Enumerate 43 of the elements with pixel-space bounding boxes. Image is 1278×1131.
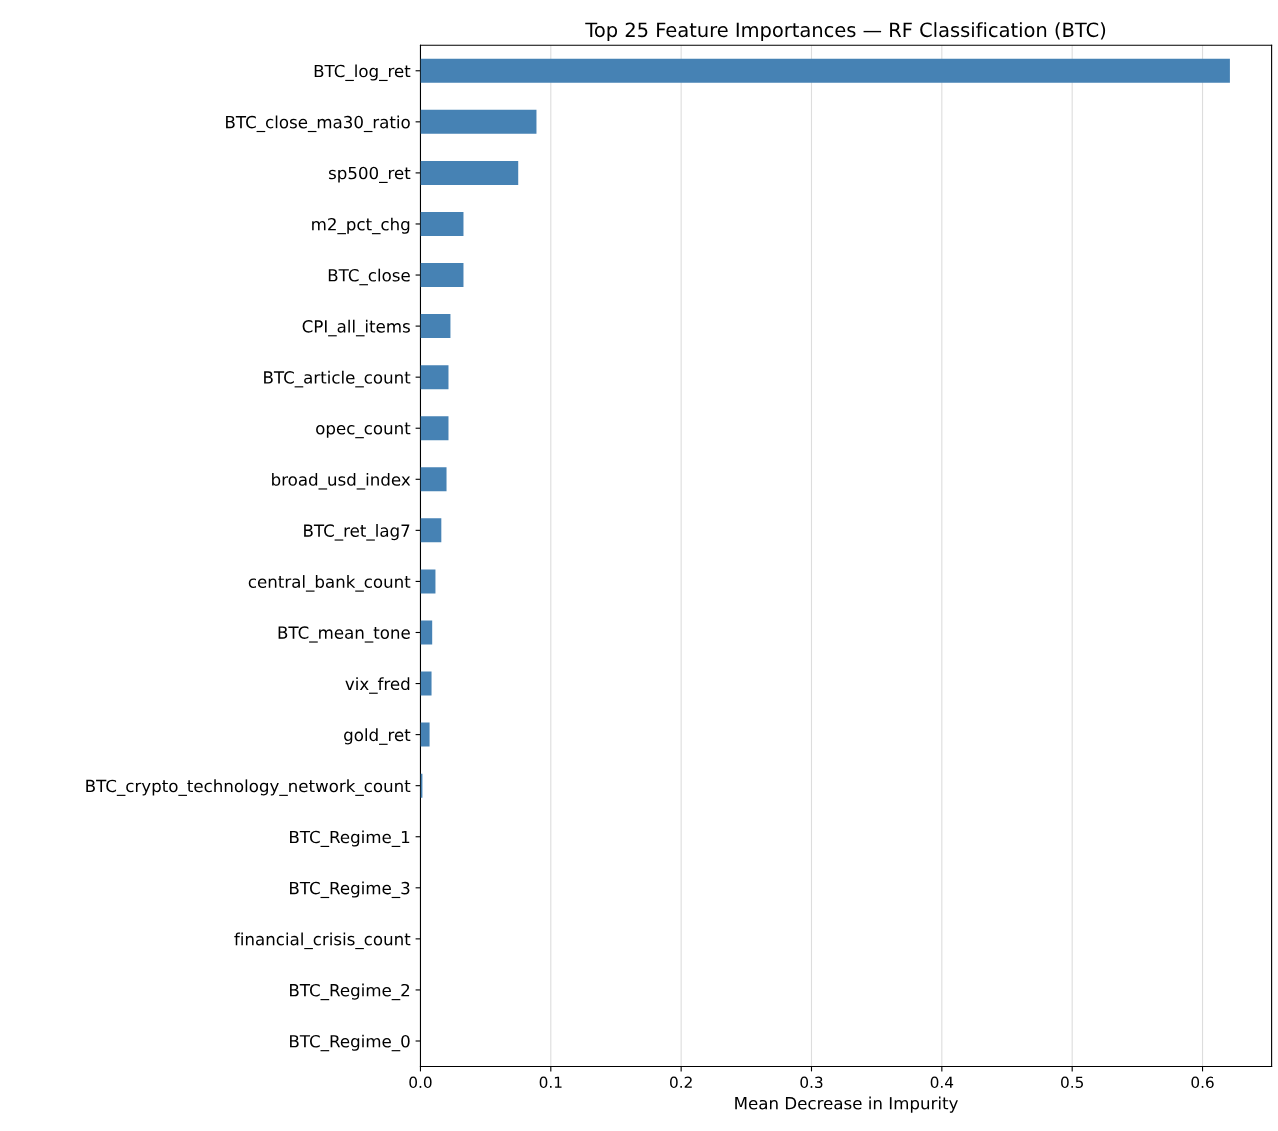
bar [420,467,447,492]
bar [420,416,449,441]
bar [420,263,464,288]
y-tick-label: broad_usd_index [272,472,411,490]
bar [420,160,519,185]
y-tick-label: central_bank_count [248,575,411,592]
y-tick-label: BTC_Regime_2 [290,983,410,1001]
y-tick-label: BTC_crypto_technology_network_count [86,779,411,796]
bar [420,365,449,390]
y-tick-label: BTC_mean_tone [278,626,410,643]
x-axis-title: Mean Decrease in Impurity [735,1096,958,1113]
bar [420,671,432,696]
x-tick-label: 0.6 [1191,1076,1214,1089]
bar [420,211,464,236]
y-tick-label: BTC_Regime_3 [290,881,410,899]
bar [420,620,433,645]
x-tick-label: 0.2 [670,1076,692,1089]
x-tick-label: 0.3 [800,1076,823,1089]
y-tick-label: BTC_log_ret [314,64,411,82]
chart-title: Top 25 Feature Importances — RF Classification (BTC) [585,22,1106,41]
y-tick-label: CPI_all_items [302,319,410,337]
x-tick-label: 0.1 [539,1076,562,1089]
y-tick-label: BTC_ret_lag7 [304,524,410,541]
y-tick-label: BTC_Regime_1 [290,830,410,847]
y-tick-label: gold_ret [344,728,411,745]
bar [420,722,430,747]
bar [420,314,451,339]
y-tick-label: sp500_ret [328,166,411,184]
y-tick-label: financial_crisis_count [234,932,411,950]
y-tick-label: BTC_close_ma30_ratio [226,115,410,133]
x-tick-label: 0.4 [930,1076,954,1089]
x-tick-label: 0.0 [409,1076,432,1089]
bar [420,109,537,134]
bar [420,518,442,543]
y-tick-label: opec_count [316,422,411,439]
y-tick-label: BTC_close [328,268,410,286]
x-tick-label: 0.5 [1061,1076,1083,1089]
bar [420,569,436,594]
y-tick-label: vix_fred [345,677,410,694]
bar [420,58,1230,83]
y-tick-label: BTC_Regime_0 [290,1034,410,1052]
y-tick-label: BTC_article_count [264,370,411,388]
y-tick-label: m2_pct_chg [312,217,410,235]
